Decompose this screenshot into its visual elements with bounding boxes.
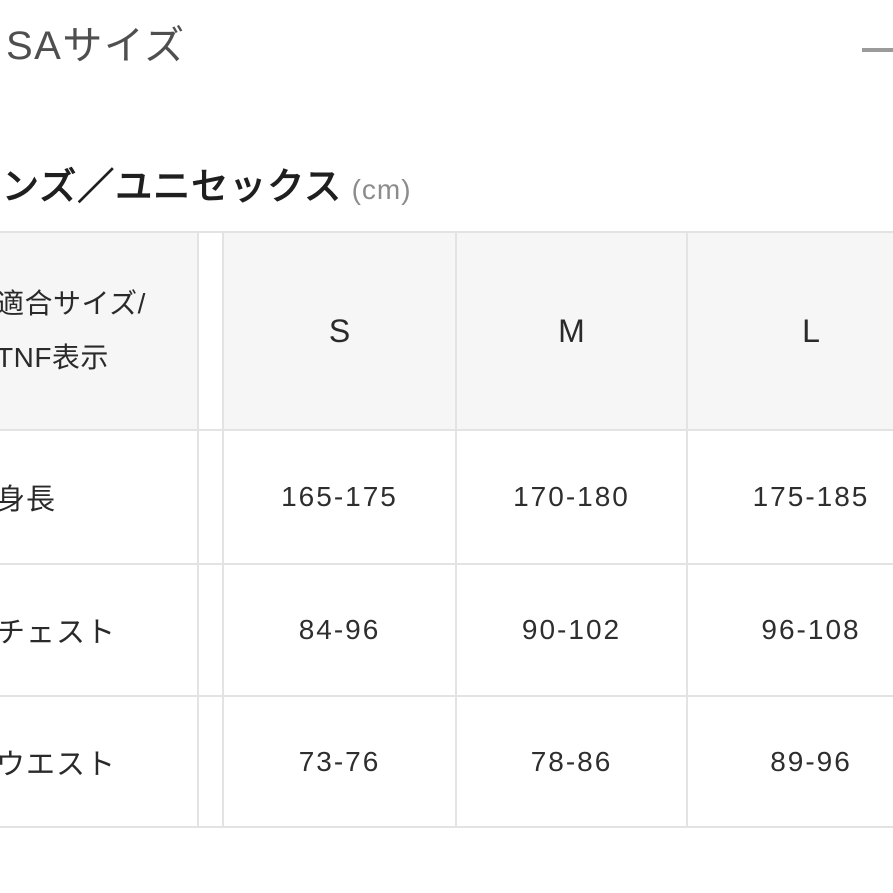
size-section-accordion-header[interactable]: SAサイズ <box>0 0 893 100</box>
value-cell: 165-175 <box>222 429 457 565</box>
row-label-cell: 身長 <box>0 429 199 565</box>
subsection-heading-label: ンズ／ユニセックス <box>2 166 343 207</box>
collapse-minus-icon[interactable] <box>862 48 893 52</box>
section-title: SAサイズ <box>6 24 186 68</box>
value-cell: 175-185 <box>686 429 893 565</box>
size-column-header-l: L <box>686 231 893 431</box>
row-label-cell: ウエスト <box>0 695 199 828</box>
corner-header-line-1: 適合サイズ/ <box>0 288 146 319</box>
value-cell: 90-102 <box>455 563 688 697</box>
spacer-cell <box>197 563 224 697</box>
value-cell: 73-76 <box>222 695 457 828</box>
spacer-cell <box>197 695 224 828</box>
subsection-unit-label: (cm) <box>351 174 412 205</box>
corner-header-cell: 適合サイズ/ TNF表示 <box>0 231 199 431</box>
size-column-header-s: S <box>222 231 457 431</box>
value-cell: 84-96 <box>222 563 457 697</box>
value-cell: 96-108 <box>686 563 893 697</box>
table-row-height: 身長 165-175 170-180 175-185 <box>0 429 893 565</box>
table-header-row: 適合サイズ/ TNF表示 S M L <box>0 231 893 431</box>
corner-header-line-2: TNF表示 <box>0 342 109 373</box>
table-row-waist: ウエスト 73-76 78-86 89-96 <box>0 695 893 828</box>
spacer-cell <box>197 429 224 565</box>
size-column-header-m: M <box>455 231 688 431</box>
value-cell: 170-180 <box>455 429 688 565</box>
row-label-cell: チェスト <box>0 563 199 697</box>
table-row-chest: チェスト 84-96 90-102 96-108 <box>0 563 893 697</box>
value-cell: 89-96 <box>686 695 893 828</box>
size-table: 適合サイズ/ TNF表示 S M L 身長 165-175 170-180 17… <box>0 231 893 828</box>
spacer-cell <box>197 231 224 431</box>
subsection-heading: ンズ／ユニセックス (cm) <box>2 156 412 210</box>
value-cell: 78-86 <box>455 695 688 828</box>
